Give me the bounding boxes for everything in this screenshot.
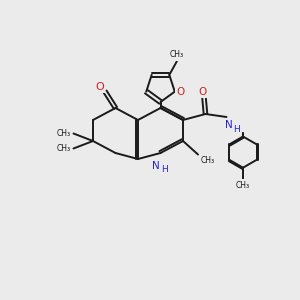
Text: N: N — [152, 160, 160, 171]
Text: H: H — [234, 125, 240, 134]
Text: H: H — [161, 165, 167, 174]
Text: CH₃: CH₃ — [236, 181, 250, 190]
Text: CH₃: CH₃ — [56, 144, 70, 153]
Text: CH₃: CH₃ — [201, 156, 215, 165]
Text: O: O — [198, 87, 207, 97]
Text: N: N — [225, 120, 233, 130]
Text: CH₃: CH₃ — [56, 129, 70, 138]
Text: CH₃: CH₃ — [170, 50, 184, 59]
Text: O: O — [176, 87, 184, 97]
Text: O: O — [95, 82, 104, 92]
